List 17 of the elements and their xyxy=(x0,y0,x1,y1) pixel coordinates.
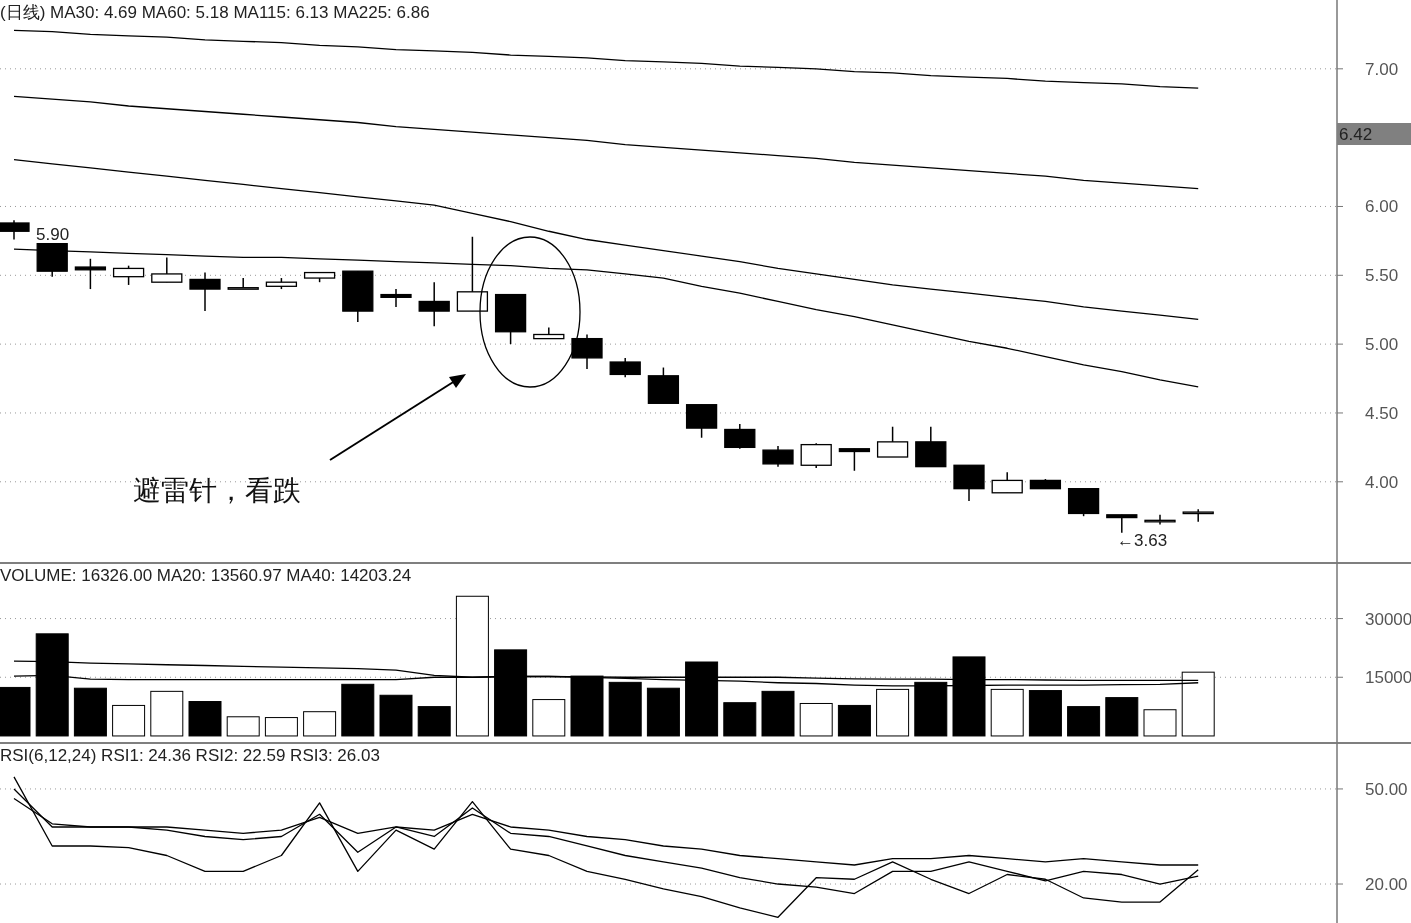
chart-title: RSI(6,12,24) RSI1: 24.36 RSI2: 22.59 RSI3: 26.03 xyxy=(0,746,380,765)
chart-title: (日线) MA30: 4.69 MA60: 5.18 MA115: 6.13 MA225: 6.86 xyxy=(0,3,430,22)
y-tick-label: 30000 xyxy=(1365,609,1411,629)
y-tick-label: 4.00 xyxy=(1365,472,1399,492)
y-tick-label: 7.00 xyxy=(1365,59,1399,79)
y-tick-label: 5.00 xyxy=(1365,335,1399,355)
annotation: ←3.63 xyxy=(1117,531,1168,550)
y-tick-label: 15000 xyxy=(1365,668,1411,688)
y-tick-label: 20.00 xyxy=(1365,875,1408,895)
y-tick-label: 6.00 xyxy=(1365,197,1399,217)
text: 6.42 xyxy=(1339,125,1373,144)
annotation: 5.90 xyxy=(36,225,70,244)
y-tick-label: 5.50 xyxy=(1365,266,1399,286)
y-tick-label: 4.50 xyxy=(1365,403,1399,423)
y-tick-label: 50.00 xyxy=(1365,779,1408,799)
chart-title: VOLUME: 16326.00 MA20: 13560.97 MA40: 14203.24 xyxy=(0,566,412,585)
annotation: 避雷针，看跌 xyxy=(133,475,301,506)
